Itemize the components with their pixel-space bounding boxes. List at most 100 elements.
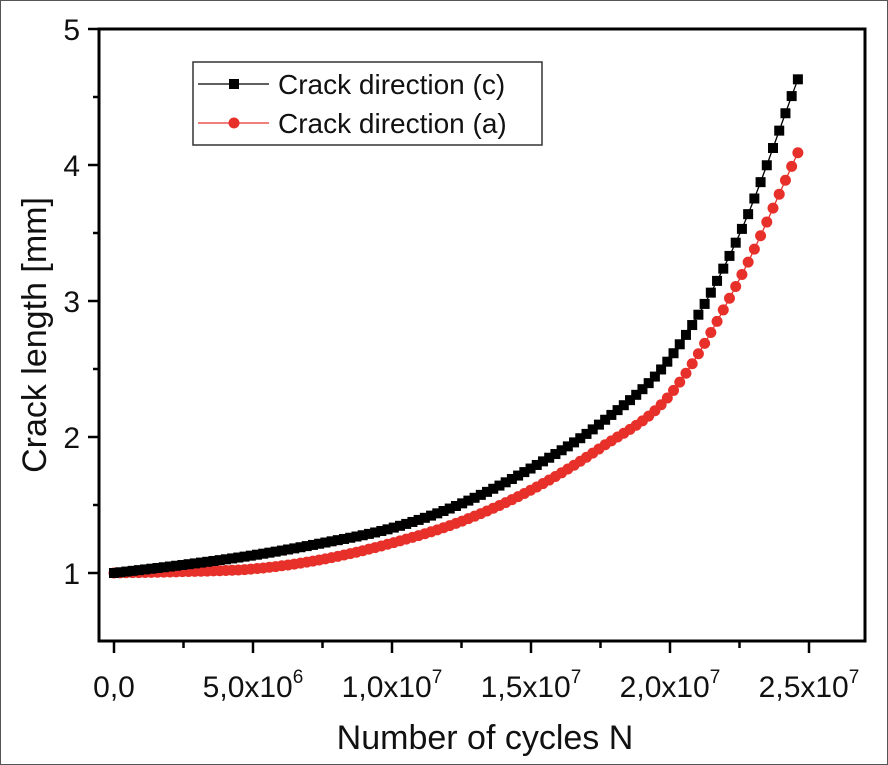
square-marker-icon xyxy=(482,486,493,497)
circle-marker-icon xyxy=(711,315,723,327)
circle-marker-icon xyxy=(786,160,798,172)
x-axis: 0,0 5,0x106 1,0x107 1,5x107 2,0x107 2,5x107 xyxy=(93,641,859,704)
square-marker-icon xyxy=(643,378,654,389)
circle-marker-icon xyxy=(748,243,760,255)
square-marker-icon xyxy=(345,532,356,543)
square-marker-icon xyxy=(208,555,219,566)
square-marker-icon xyxy=(712,275,723,286)
square-marker-icon xyxy=(444,503,455,514)
square-marker-icon xyxy=(736,223,747,234)
series-layer xyxy=(108,74,804,579)
square-marker-icon xyxy=(668,348,679,359)
square-marker-icon xyxy=(562,441,573,452)
square-marker-icon xyxy=(196,557,207,568)
square-marker-icon xyxy=(705,287,716,298)
square-marker-icon xyxy=(388,522,399,533)
square-marker-icon xyxy=(618,400,629,411)
legend-box xyxy=(192,61,543,146)
square-marker-icon xyxy=(276,545,287,556)
square-marker-icon xyxy=(152,562,163,573)
square-marker-icon xyxy=(662,356,673,367)
circle-marker-icon xyxy=(674,376,686,388)
square-marker-icon xyxy=(525,463,536,474)
square-marker-icon xyxy=(786,91,797,102)
square-marker-icon xyxy=(768,143,779,154)
circle-marker-icon xyxy=(767,202,779,214)
square-marker-icon xyxy=(506,473,517,484)
square-marker-icon xyxy=(229,79,239,89)
circle-marker-icon xyxy=(730,280,742,292)
square-marker-icon xyxy=(581,428,592,439)
square-marker-icon xyxy=(357,530,368,541)
square-marker-icon xyxy=(220,554,231,565)
square-marker-icon xyxy=(531,459,542,470)
square-marker-icon xyxy=(363,528,374,539)
square-marker-icon xyxy=(394,520,405,531)
circle-marker-icon xyxy=(792,147,804,159)
square-marker-icon xyxy=(177,559,188,570)
legend-item-c: Crack direction (c) xyxy=(198,69,505,100)
square-marker-icon xyxy=(314,538,325,549)
square-marker-icon xyxy=(307,539,318,550)
y-tick-label: 5 xyxy=(63,14,80,47)
square-marker-icon xyxy=(475,489,486,500)
square-marker-icon xyxy=(575,433,586,444)
square-marker-icon xyxy=(183,559,194,570)
square-marker-icon xyxy=(382,524,393,535)
square-marker-icon xyxy=(115,567,126,578)
square-marker-icon xyxy=(556,445,567,456)
legend-label-c: Crack direction (c) xyxy=(278,69,505,100)
x-tick-label: 1,5x107 xyxy=(481,667,582,704)
circle-marker-icon xyxy=(686,358,698,370)
square-marker-icon xyxy=(301,541,312,552)
square-marker-icon xyxy=(351,531,362,542)
circle-marker-icon xyxy=(668,384,680,396)
square-marker-icon xyxy=(674,339,685,350)
circle-marker-icon xyxy=(717,304,729,316)
square-marker-icon xyxy=(544,452,555,463)
square-marker-icon xyxy=(295,542,306,553)
square-marker-icon xyxy=(264,547,275,558)
square-marker-icon xyxy=(376,525,387,536)
circle-marker-icon xyxy=(680,367,692,379)
legend-item-a: Crack direction (a) xyxy=(198,108,507,139)
circle-marker-icon xyxy=(661,392,673,404)
square-marker-icon xyxy=(699,298,710,309)
square-marker-icon xyxy=(606,409,617,420)
square-marker-icon xyxy=(519,467,530,478)
circle-marker-icon xyxy=(779,174,791,186)
square-marker-icon xyxy=(332,535,343,546)
square-marker-icon xyxy=(164,561,175,572)
plot-area xyxy=(97,27,867,643)
circle-marker-icon xyxy=(228,117,240,129)
square-marker-icon xyxy=(469,492,480,503)
square-marker-icon xyxy=(743,209,754,220)
circle-marker-icon xyxy=(705,327,717,339)
legend: Crack direction (c) Crack direction (a) xyxy=(192,61,543,146)
square-marker-icon xyxy=(680,329,691,340)
square-marker-icon xyxy=(587,424,598,435)
square-marker-icon xyxy=(600,414,611,425)
square-marker-icon xyxy=(140,564,151,575)
square-marker-icon xyxy=(593,419,604,430)
square-marker-icon xyxy=(289,543,300,554)
square-marker-icon xyxy=(749,193,760,204)
square-marker-icon xyxy=(612,405,623,416)
series-crack-direction-a xyxy=(108,147,804,579)
square-marker-icon xyxy=(494,480,505,491)
square-marker-icon xyxy=(457,498,468,509)
square-marker-icon xyxy=(339,533,350,544)
circle-marker-icon xyxy=(773,188,785,200)
circle-marker-icon xyxy=(699,337,711,349)
square-marker-icon xyxy=(649,371,660,382)
square-marker-icon xyxy=(270,546,281,557)
y-tick-label: 2 xyxy=(63,422,80,455)
x-tick-label: 5,0x106 xyxy=(203,667,304,704)
legend-label-a: Crack direction (a) xyxy=(278,108,507,139)
square-marker-icon xyxy=(631,389,642,400)
circle-marker-icon xyxy=(692,348,704,360)
square-marker-icon xyxy=(792,74,803,85)
square-marker-icon xyxy=(463,495,474,506)
circle-marker-icon xyxy=(742,256,754,268)
